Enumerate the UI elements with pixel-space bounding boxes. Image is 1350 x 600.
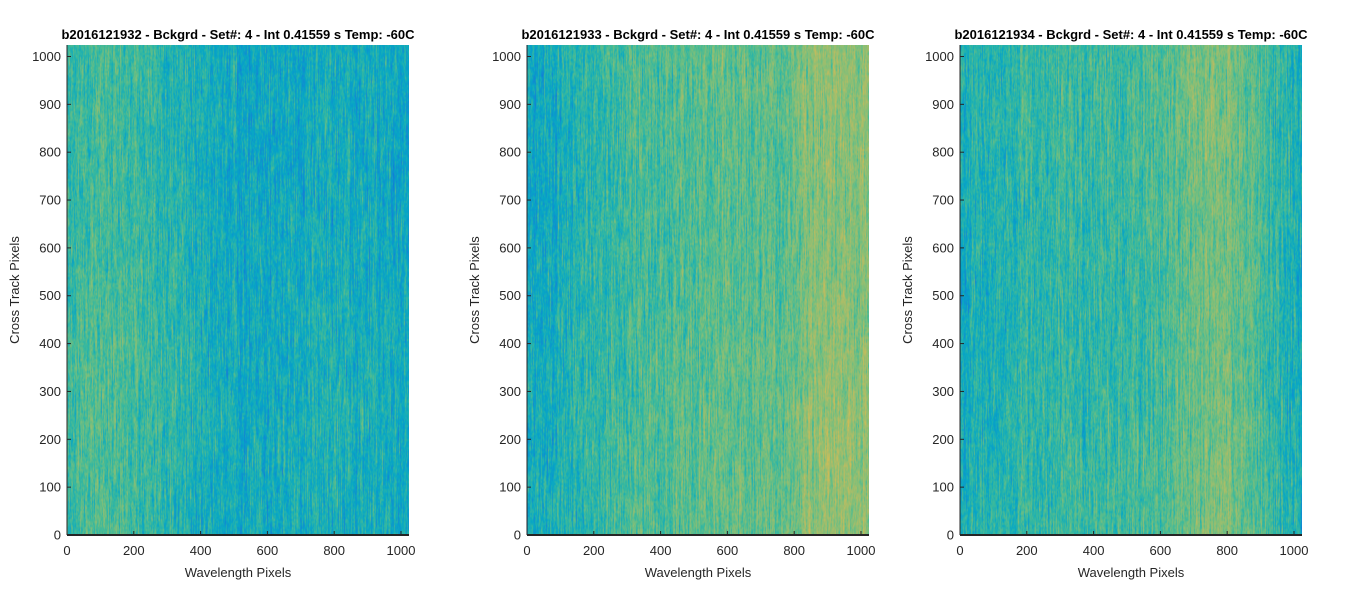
y-tick-label: 400 (932, 336, 954, 351)
y-tick-label: 500 (932, 288, 954, 303)
y-tick-label: 300 (39, 384, 61, 399)
y-tick-label: 500 (499, 288, 521, 303)
chart-panel-1: 0 200 400 600 800 1000 0 100 200 300 400 500 600 700 8… (7, 27, 415, 580)
x-tick-label: 0 (956, 543, 963, 558)
chart-title: b2016121932 - Bckgrd - Set#: 4 - Int 0.4… (61, 27, 415, 42)
heatmap-image (67, 45, 409, 535)
y-tick-label: 700 (499, 193, 521, 208)
y-tick-label: 1000 (492, 49, 521, 64)
y-tick-label: 400 (499, 336, 521, 351)
x-tick-label: 400 (1083, 543, 1105, 558)
x-tick-label: 400 (190, 543, 212, 558)
x-tick-label: 800 (323, 543, 345, 558)
y-tick-label: 700 (39, 193, 61, 208)
chart-panel-3: 0 200 400 600 800 1000 0 100 200 300 400 500 600 700 8… (900, 27, 1308, 580)
x-tick-label: 400 (650, 543, 672, 558)
y-tick-label: 900 (932, 97, 954, 112)
y-tick-label: 200 (499, 432, 521, 447)
chart-title: b2016121934 - Bckgrd - Set#: 4 - Int 0.4… (954, 27, 1308, 42)
y-tick-label: 600 (499, 240, 521, 255)
y-axis-label: Cross Track Pixels (467, 236, 482, 344)
y-tick-label: 400 (39, 336, 61, 351)
x-tick-label: 1000 (387, 543, 416, 558)
x-axis-label: Wavelength Pixels (645, 565, 752, 580)
y-tick-label: 800 (39, 145, 61, 160)
x-tick-label: 600 (1150, 543, 1172, 558)
x-axis-label: Wavelength Pixels (185, 565, 292, 580)
y-tick-label: 300 (499, 384, 521, 399)
y-tick-label: 900 (39, 97, 61, 112)
y-axis-label: Cross Track Pixels (7, 236, 22, 344)
x-tick-label: 800 (783, 543, 805, 558)
y-tick-label: 600 (39, 240, 61, 255)
y-tick-label: 0 (54, 528, 61, 543)
y-tick-label: 900 (499, 97, 521, 112)
y-tick-label: 200 (932, 432, 954, 447)
y-tick-label: 1000 (32, 49, 61, 64)
x-tick-label: 0 (523, 543, 530, 558)
x-tick-label: 200 (123, 543, 145, 558)
x-tick-label: 200 (583, 543, 605, 558)
x-tick-label: 600 (717, 543, 739, 558)
x-tick-label: 1000 (1280, 543, 1309, 558)
x-tick-label: 600 (257, 543, 279, 558)
y-tick-label: 500 (39, 288, 61, 303)
x-tick-label: 200 (1016, 543, 1038, 558)
x-axis-label: Wavelength Pixels (1078, 565, 1185, 580)
y-tick-label: 600 (932, 240, 954, 255)
y-tick-label: 100 (932, 480, 954, 495)
y-tick-label: 700 (932, 193, 954, 208)
y-tick-label: 0 (514, 528, 521, 543)
chart-title: b2016121933 - Bckgrd - Set#: 4 - Int 0.4… (521, 27, 875, 42)
y-tick-label: 200 (39, 432, 61, 447)
y-tick-label: 100 (499, 480, 521, 495)
y-tick-label: 800 (499, 145, 521, 160)
heatmap-image (960, 45, 1302, 535)
x-tick-label: 800 (1216, 543, 1238, 558)
y-tick-label: 0 (947, 528, 954, 543)
x-tick-label: 0 (63, 543, 70, 558)
y-tick-label: 300 (932, 384, 954, 399)
y-tick-label: 1000 (925, 49, 954, 64)
chart-panel-2: 0 200 400 600 800 1000 0 100 200 300 400 500 600 700 8… (467, 27, 875, 580)
y-tick-label: 800 (932, 145, 954, 160)
y-axis-label: Cross Track Pixels (900, 236, 915, 344)
heatmap-image (527, 45, 869, 535)
y-tick-label: 100 (39, 480, 61, 495)
x-tick-label: 1000 (847, 543, 876, 558)
